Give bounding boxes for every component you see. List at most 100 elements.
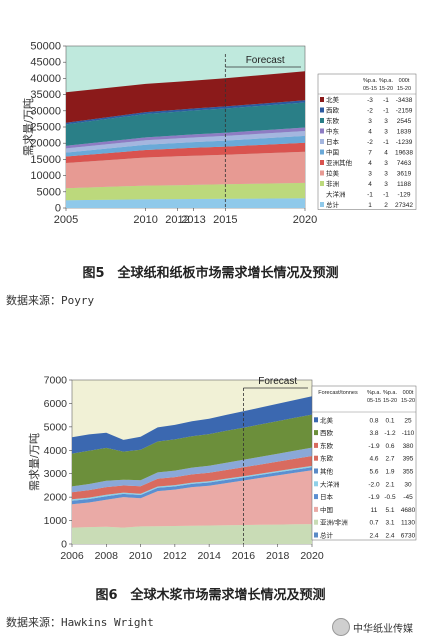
- legend-entry-value: 11: [371, 507, 378, 514]
- y-tick-label: 5000: [44, 421, 68, 433]
- legend-entry-value: 5.1: [385, 507, 394, 514]
- y-tick-label: 3000: [44, 468, 68, 480]
- area-series-7: [66, 102, 305, 146]
- legend-entry-value: 1.9: [385, 469, 394, 476]
- legend-entry-value: 7: [368, 150, 372, 157]
- area-series-9: [66, 71, 305, 123]
- y-axis-label: 需求量/万吨: [28, 433, 41, 491]
- legend-entry-name: 东欧: [326, 116, 340, 125]
- legend-entry-value: 3: [384, 171, 388, 178]
- legend-entry-name: 中东: [326, 127, 340, 136]
- legend-entry-value: 2: [384, 202, 388, 209]
- legend-entry-name: 大洋洲: [320, 479, 340, 488]
- legend-header: Forecast/tonnes: [318, 390, 358, 396]
- x-tick-label: 2006: [60, 550, 84, 562]
- legend-header: 000t: [399, 78, 410, 84]
- legend-entry-name: 大洋洲: [326, 190, 346, 199]
- legend-swatch: [314, 455, 318, 461]
- legend-entry-value: -3438: [396, 97, 413, 104]
- area-series-0: [72, 524, 312, 544]
- area-series-1: [72, 470, 312, 528]
- legend-entry-name: 亚洲/非洲: [320, 518, 348, 527]
- legend-entry-name: 亚洲其他: [326, 158, 353, 167]
- legend-entry-value: 0.7: [369, 520, 378, 527]
- figure-caption-1: 图5 全球纸和纸板市场需求增长情况及预测: [82, 266, 339, 281]
- x-tick-label: 2020: [300, 550, 324, 562]
- legend-entry-name: 非洲: [326, 179, 339, 188]
- legend-entry-value: -2: [367, 108, 373, 115]
- legend-swatch: [314, 481, 318, 487]
- area-series-2: [66, 151, 305, 189]
- legend-entry-value: -3: [367, 97, 373, 104]
- legend-header: %p.a.: [383, 390, 398, 396]
- legend-entry-name: 中国: [326, 148, 339, 157]
- legend-box: [317, 73, 417, 210]
- y-axis-label: 需求量/万吨: [22, 98, 35, 156]
- legend-header: %p.a.: [363, 78, 378, 84]
- x-tick-label: 2012: [163, 550, 187, 562]
- y-tick-label: 6000: [44, 398, 68, 410]
- legend-entry-value: -110: [402, 430, 415, 437]
- legend-entry-name: 总计: [326, 200, 340, 209]
- x-tick-label: 2018: [266, 550, 290, 562]
- legend-entry-value: 3.1: [385, 520, 394, 527]
- legend-entry-value: 1: [368, 202, 372, 209]
- legend-entry-value: -1: [383, 97, 389, 104]
- legend-entry-value: 2.1: [385, 481, 394, 488]
- legend-entry-value: 3.8: [369, 430, 378, 437]
- legend-entry-value: 19638: [395, 150, 413, 157]
- legend-entry-value: -2.0: [368, 481, 380, 488]
- area-series-1: [66, 182, 305, 201]
- legend-entry-name: 日本: [320, 492, 334, 501]
- legend-entry-name: 日本: [326, 137, 340, 146]
- legend-entry-value: 3: [384, 118, 388, 125]
- legend-header: 000t: [403, 390, 414, 396]
- area-series-5: [72, 447, 312, 493]
- legend-entry-value: -45: [403, 494, 413, 501]
- x-tick-label: 2005: [54, 214, 78, 226]
- y-tick-label: 1000: [44, 515, 68, 527]
- legend-entry-value: 1839: [397, 129, 412, 136]
- legend-header: %p.a.: [367, 390, 382, 396]
- chart-2: 0 1000 2000 3000 4000 5000 6000 7000 2006 2008 201…: [28, 375, 417, 562]
- legend-entry-name: 拉美: [326, 169, 340, 178]
- y-tick-label: 0: [61, 539, 67, 551]
- legend-entry-value: 6730: [401, 533, 416, 540]
- legend-swatch: [314, 417, 318, 423]
- legend-entry-value: 2.4: [385, 533, 394, 540]
- y-tick-label: 5000: [37, 186, 61, 198]
- legend-entry-value: 3: [384, 129, 388, 136]
- legend-header: 15-20: [383, 398, 397, 404]
- y-tick-label: 7000: [44, 375, 68, 387]
- legend-entry-value: 355: [403, 469, 414, 476]
- legend-entry-name: 总计: [320, 531, 334, 540]
- legend-swatch: [320, 139, 324, 144]
- legend-entry-value: 2.7: [385, 456, 394, 463]
- legend-entry-value: -2: [367, 139, 373, 146]
- legend-entry-value: 4680: [401, 507, 416, 514]
- area-series-4: [72, 456, 312, 500]
- legend-entry-value: -1: [367, 192, 373, 199]
- legend-swatch: [320, 107, 324, 113]
- legend-header: 15-20: [401, 398, 415, 404]
- legend-entry-value: 3: [368, 171, 372, 178]
- watermark-text: 中华纸业传媒: [353, 623, 413, 635]
- legend-entry-value: -1.9: [368, 443, 380, 450]
- legend-entry-value: 380: [403, 443, 414, 450]
- legend-entry-value: -1: [383, 192, 389, 199]
- legend-entry-value: 1130: [401, 520, 415, 527]
- figure-caption-2: 图6 全球木浆市场需求增长情况及预测: [95, 588, 326, 603]
- legend-swatch: [314, 519, 318, 525]
- legend-swatch: [320, 149, 324, 155]
- legend-entry-value: 5.6: [369, 469, 378, 476]
- legend-entry-value: 2545: [397, 118, 412, 125]
- legend-entry-value: 2.4: [369, 533, 378, 540]
- legend-entry-value: -1.2: [384, 430, 396, 437]
- legend-entry-value: 395: [403, 456, 414, 463]
- x-tick-label: 2013: [181, 214, 205, 226]
- legend-swatch: [320, 160, 324, 165]
- chart-1: 0 5000 10000 15000 20000 25000 30000 35000 40000…: [22, 41, 417, 226]
- area-series-0: [66, 198, 305, 208]
- legend-entry-name: 东欧: [320, 454, 334, 463]
- legend-header: 05-15: [363, 86, 377, 92]
